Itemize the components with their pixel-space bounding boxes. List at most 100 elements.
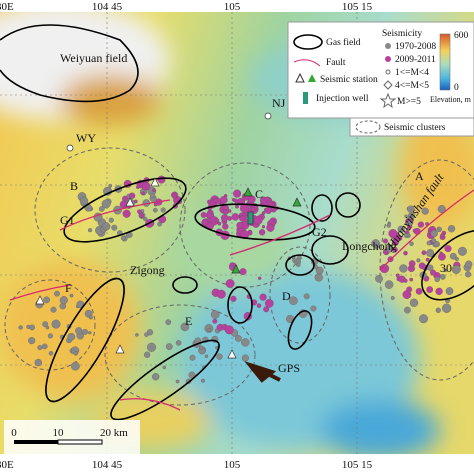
earthquake [234,204,240,209]
stations [35,112,302,359]
earthquake [413,227,421,235]
faults [9,189,474,411]
earthquake [223,209,229,215]
earthquake [43,296,50,304]
label: A [415,169,424,183]
earthquake [409,298,419,307]
earthquake [18,325,23,330]
earthquake [108,217,114,223]
earthquake [212,198,218,203]
label: E [185,314,192,328]
earthquake [447,225,456,233]
earthquake [397,225,405,233]
earthquake [139,212,145,218]
earthquake [50,306,57,313]
earthquake [239,268,247,276]
colorbar-title: Elevation, m [430,95,472,104]
seismicity [18,175,473,385]
label: F [65,281,72,295]
label: 30 [440,261,452,275]
earthquake [150,193,156,199]
tick-label: 105 15 [342,1,373,13]
earthquake [395,273,400,278]
earthquake [120,235,126,241]
earthquake [404,306,411,314]
scale-label: 20 km [100,427,128,439]
earthquake [98,206,105,212]
earthquake [253,215,263,225]
earthquake [51,319,61,329]
earthquake [219,196,228,204]
earthquake [143,351,151,358]
earthquake [425,257,430,262]
earthquake [241,354,249,362]
earthquake [165,319,172,326]
earthquake [28,337,36,345]
earthquake [88,331,92,335]
earthquake [171,193,178,199]
earthquake [440,233,445,238]
earthquake [415,287,423,295]
label: G1 [60,213,75,227]
earthquake [67,332,76,341]
label: D [282,289,291,303]
earthquake [399,264,408,273]
earthquake [289,296,298,305]
earthquake [251,207,256,212]
earthquake [216,353,223,360]
tick-label: 105 [224,1,241,13]
label: NJ [272,96,286,110]
earthquake [73,351,79,356]
earthquake [200,211,207,218]
earthquake [220,214,229,222]
earthquake [236,221,244,229]
earthquake [259,293,267,301]
earthquake [122,209,131,218]
earthquake [292,258,297,263]
earthquake [266,223,275,232]
earthquake [449,252,457,260]
legend-text: 4<=M<5 [395,81,429,91]
earthquake [371,239,381,248]
earthquake [426,249,435,257]
earthquake [264,299,274,308]
earthquake [421,207,429,215]
earthquake [436,226,442,233]
earthquake [383,250,388,255]
earthquake [214,218,220,223]
tick-label: 30E [0,1,14,13]
earthquake [303,293,310,300]
earthquake [310,305,317,312]
earthquake [141,181,151,191]
earthquake [180,322,190,332]
earthquake [445,287,454,295]
tick-label: 104 45 [92,459,123,471]
label: C [255,187,263,201]
label: Weiyuan field [60,51,127,65]
colorbar-label: 0 [454,83,459,93]
earthquake [162,365,166,370]
earthquake [29,324,35,331]
earthquake [235,335,242,342]
earthquake [433,241,440,248]
earthquake [386,245,394,253]
earthquake [152,188,156,193]
earthquake [69,293,74,298]
earthquake [201,378,205,383]
earthquake [396,235,403,241]
label: B [70,179,78,193]
earthquake [239,230,250,240]
earthquake [111,224,118,231]
scale-label: 0 [11,427,17,439]
earthquake [71,361,80,371]
earthquake [47,333,53,339]
earthquake [204,354,209,358]
earthquake [141,191,146,196]
earthquake [222,223,229,230]
label: G2 [312,225,327,239]
earthquake [421,250,427,256]
earthquake [426,286,434,293]
earthquake [406,286,413,293]
earthquake [75,327,83,335]
